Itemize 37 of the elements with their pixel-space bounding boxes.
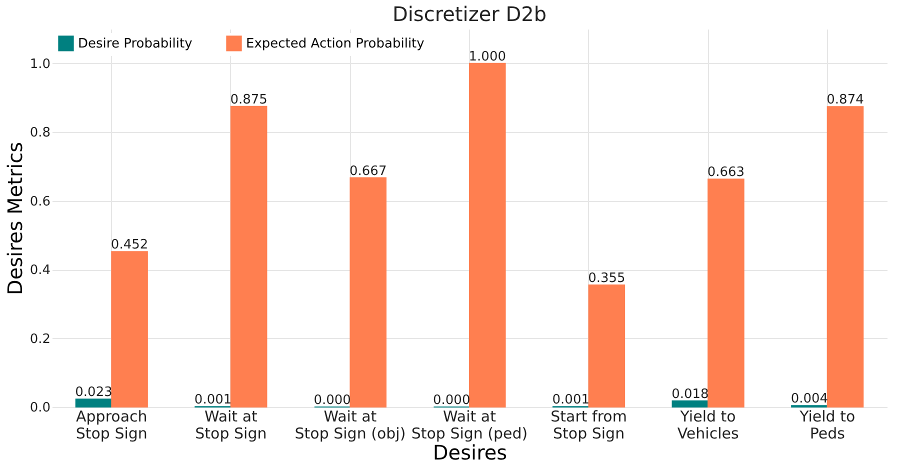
data-label: 0.000 (314, 393, 351, 408)
y-tick-label: 0.2 (30, 332, 50, 347)
data-label: 0.452 (110, 238, 148, 253)
bar (708, 178, 744, 408)
y-axis-title: Desires Metrics (2, 142, 27, 296)
data-label: 0.874 (826, 92, 864, 108)
x-tick-label: Wait at Stop Sign (195, 408, 267, 442)
data-label: 0.355 (588, 271, 626, 286)
bar (230, 106, 268, 408)
y-tick-label: 0.6 (30, 194, 50, 210)
x-tick-label: Approach Stop Sign (76, 408, 148, 442)
bar (75, 398, 112, 408)
y-tick-label: 0.0 (30, 400, 50, 416)
data-label: 0.001 (552, 392, 590, 408)
legend-label: Expected Action Probability (246, 36, 425, 52)
x-tick-label: Start from Stop Sign (550, 408, 627, 442)
bar (469, 62, 506, 408)
bar (672, 400, 709, 408)
x-tick-label: Yield to Vehicles (677, 408, 739, 442)
bar (111, 251, 148, 408)
bar (350, 177, 386, 408)
y-tick-label: 0.4 (30, 263, 50, 278)
data-label: 0.001 (194, 392, 232, 408)
data-label: 1.000 (468, 49, 506, 64)
bar (588, 284, 626, 408)
x-axis-title: Desires (432, 440, 508, 461)
chart-title: Discretizer D2b (392, 2, 547, 26)
x-tick-label: Wait at Stop Sign (ped) (411, 408, 528, 442)
y-tick-label: 1.0 (30, 56, 50, 72)
x-tick-label: Yield to Peds (798, 408, 856, 442)
data-label: 0.663 (707, 165, 745, 180)
x-tick-label: Wait at Stop Sign (obj) (294, 408, 406, 442)
bar (826, 106, 864, 408)
data-label: 0.667 (350, 164, 387, 179)
legend-label: Desire Probability (78, 36, 193, 52)
y-tick-label: 0.8 (30, 126, 50, 141)
data-label: 0.875 (230, 92, 268, 108)
